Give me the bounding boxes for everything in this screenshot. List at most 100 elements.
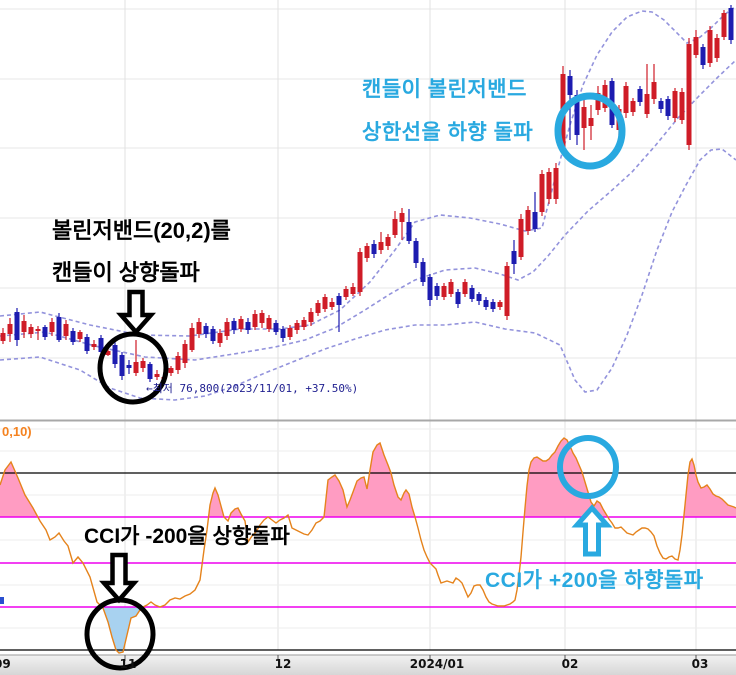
candle-body [315, 303, 321, 313]
black-circle-bb-breakout [97, 331, 169, 405]
candle-body [434, 286, 440, 296]
candle-body [14, 312, 20, 340]
candle-body [532, 212, 538, 229]
candle-body [658, 101, 664, 109]
candle-body [357, 252, 363, 292]
candle-body [686, 44, 692, 145]
candle-body [476, 294, 482, 301]
x-axis-label: 02 [561, 657, 579, 671]
candle-body [728, 8, 734, 40]
candle-body [721, 13, 727, 37]
cyan-circle-cci-breakdown [557, 435, 619, 499]
annotation-band-breakout: 볼린저밴드(20,2)를 캔들이 상향돌파 [52, 210, 231, 294]
candle-body [546, 172, 552, 199]
candle-body [665, 99, 671, 116]
candle-body [105, 351, 111, 355]
candle-body [490, 302, 496, 309]
candle-body [252, 314, 258, 327]
candle-body [70, 331, 76, 342]
candle-body [259, 313, 265, 323]
cci-line [0, 437, 736, 654]
candle-body [623, 86, 629, 113]
candle-body [182, 344, 188, 363]
candle-body [630, 101, 636, 112]
candle-body [210, 329, 216, 341]
candle-body [637, 89, 643, 102]
candle-body [679, 92, 685, 120]
candle-body [399, 213, 405, 222]
candle-body [525, 210, 531, 231]
x-axis-label: 03 [691, 657, 709, 671]
candle-body [385, 237, 391, 246]
cyan-circle-price-breakdown [554, 92, 626, 170]
candle-body [644, 94, 650, 114]
candle-body [441, 286, 447, 297]
candle-body [392, 219, 398, 235]
candle-body [119, 355, 125, 376]
candle-body [595, 93, 601, 110]
candle-body [63, 324, 69, 336]
candle-body [693, 37, 699, 55]
candle-body [378, 242, 384, 250]
candle-body [364, 246, 370, 258]
candle-body [413, 241, 419, 263]
candle-body [455, 292, 461, 304]
candle-body [42, 327, 48, 337]
candle-body [98, 338, 104, 352]
candle-body [238, 319, 244, 329]
annotation-line: 캔들이 상향돌파 [52, 260, 200, 285]
candle-body [126, 365, 132, 368]
candle-body [483, 300, 489, 307]
candle-body [539, 174, 545, 212]
candle-body [140, 361, 146, 368]
annotation-markers [84, 92, 626, 671]
candle-body [336, 296, 342, 305]
candle-body [84, 337, 90, 351]
candle-body [322, 297, 328, 309]
candle-body [448, 282, 454, 294]
bollinger-bands [0, 5, 736, 401]
candle-body [343, 289, 349, 297]
candle-body [329, 302, 335, 307]
black-down-arrow-price [116, 289, 156, 336]
candle-body [518, 219, 524, 257]
annotation-line: 상한선을 하향 돌파 [362, 121, 534, 144]
x-axis-label: 12 [274, 657, 292, 671]
candle-body [574, 95, 580, 135]
candle-body [350, 287, 356, 294]
candle-body [700, 47, 706, 65]
candle-body [504, 266, 510, 316]
candle-body [427, 277, 433, 300]
candle-body [301, 320, 307, 327]
candle-body [112, 345, 118, 364]
candle-body [175, 356, 181, 370]
candle-body [217, 333, 223, 343]
x-axis-bar [0, 654, 736, 675]
candle-body [567, 76, 573, 95]
candle-body [420, 262, 426, 282]
x-axis-label: 11 [119, 657, 137, 671]
candle-body [49, 322, 55, 332]
annotation-line: 캔들이 볼린저밴드 [362, 78, 527, 101]
cci-oversold-fill [102, 607, 160, 653]
candle-body [133, 362, 139, 373]
candle-body [280, 329, 286, 338]
candle-body [35, 329, 41, 331]
candle-body [7, 324, 13, 334]
annotation-cci-oversold: CCI가 -200을 상향돌파 [84, 525, 290, 548]
candle-body [56, 317, 62, 340]
candle-body [21, 321, 27, 332]
candle-body [588, 118, 594, 126]
price-low-marker-label: ←최저 76,800(2023/11/01, +37.50%) [146, 382, 359, 395]
candle-body [511, 251, 517, 264]
bollinger-lower-band [0, 148, 736, 401]
candle-body [581, 107, 587, 128]
black-down-arrow-cci [99, 552, 139, 604]
bollinger-upper-band [0, 5, 736, 337]
candle-body [77, 332, 83, 339]
candle-body [154, 374, 160, 377]
cci-overbought-fill [0, 438, 736, 517]
candle-body [553, 168, 559, 199]
candle-body [462, 282, 468, 294]
cyan-up-arrow-cci [571, 504, 613, 557]
